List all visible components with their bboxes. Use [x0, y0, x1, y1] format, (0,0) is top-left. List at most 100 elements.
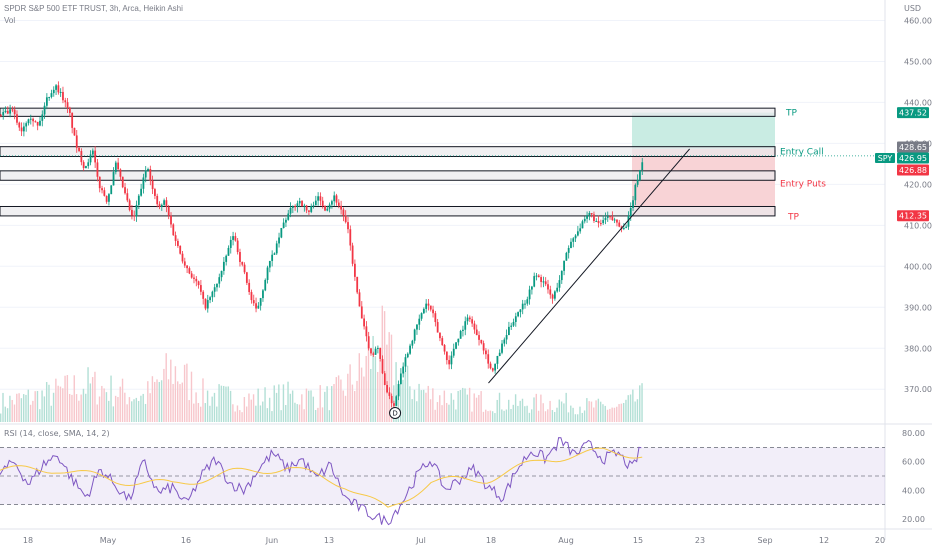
volume-bar	[436, 402, 439, 422]
zone-rectangle[interactable]	[0, 170, 776, 181]
long-short-position-tool[interactable]	[632, 112, 775, 216]
volume-bar	[98, 396, 101, 422]
time-axis[interactable]: 18 May 16 Jun 13 Jul 18 Aug 15 23 Sep 12 20	[23, 536, 885, 545]
entry-puts-label[interactable]: Entry Puts	[780, 180, 826, 190]
time-tick-label: 15	[633, 536, 643, 545]
candle-body	[625, 226, 628, 228]
volume-bar	[533, 397, 535, 422]
volume-bar	[126, 404, 128, 422]
volume-bar	[535, 393, 537, 422]
candle-body	[135, 204, 138, 217]
volume-bar	[114, 395, 117, 422]
loss-zone[interactable]	[632, 148, 775, 216]
volume-bar	[342, 390, 344, 422]
candle-body	[627, 216, 630, 227]
candle-body	[342, 209, 345, 216]
volume-bar	[622, 402, 625, 422]
candle-body	[234, 236, 237, 241]
candle-body	[181, 253, 184, 262]
candle-body	[121, 176, 124, 188]
dividend-marker[interactable]: D	[389, 407, 402, 419]
volume-bar	[372, 335, 374, 422]
volume-bar	[450, 393, 452, 422]
tp-upper-label[interactable]: TP	[785, 108, 797, 118]
price-tags: 437.52 428.65 426.95 426.88 412.35	[897, 107, 929, 222]
candle-body	[432, 309, 434, 314]
price-axis[interactable]: 460.00450.00440.00430.00420.00410.00400.…	[904, 16, 932, 394]
candle-body	[68, 107, 71, 113]
candle-body	[514, 316, 517, 322]
svg-text:426.95: 426.95	[899, 154, 927, 163]
volume-bar	[356, 380, 358, 422]
entry-call-label[interactable]: Entry Call	[780, 148, 824, 158]
volume-bar	[627, 395, 629, 422]
volume-bar	[340, 379, 342, 422]
horizontal-zones[interactable]	[0, 107, 776, 217]
volume-bar	[422, 389, 425, 422]
candle-body	[296, 203, 299, 207]
volume-bar	[167, 379, 170, 422]
candle-body	[618, 222, 621, 227]
volume-bar	[604, 405, 606, 422]
candle-body	[250, 292, 253, 301]
candle-body	[512, 321, 515, 326]
zone-rectangle[interactable]	[0, 205, 776, 217]
volume-bar	[170, 359, 172, 422]
volume-bar	[133, 399, 135, 422]
candle-body	[434, 313, 437, 323]
volume-bar	[593, 407, 595, 422]
tp-lower-label[interactable]: TP	[787, 212, 799, 222]
candle-body	[128, 200, 131, 210]
zone-rectangle[interactable]	[0, 107, 776, 117]
candle-body	[510, 325, 513, 327]
volume-bar	[494, 413, 496, 422]
volume-bar	[45, 382, 48, 422]
candle-body	[18, 122, 21, 128]
volume-bar	[89, 383, 92, 422]
volume-label: Vol	[4, 16, 16, 25]
volume-bar	[358, 353, 360, 422]
volume-bar	[124, 392, 126, 422]
time-tick-label: 20	[875, 536, 885, 545]
volume-bar	[296, 404, 298, 422]
volume-bar	[239, 410, 241, 422]
volume-bar	[616, 406, 618, 422]
volume-bar	[250, 399, 252, 422]
volume-bar	[413, 389, 416, 422]
candle-body	[498, 352, 501, 356]
candle-body	[59, 91, 62, 93]
volume-bar	[312, 396, 315, 422]
candle-body	[308, 210, 310, 212]
volume-bar	[556, 407, 558, 422]
candle-body	[20, 127, 23, 132]
candle-body	[245, 272, 248, 283]
candle-body	[572, 238, 575, 242]
candle-body	[482, 343, 485, 351]
candle-body	[266, 267, 269, 280]
candle-body	[163, 200, 166, 205]
volume-bar	[574, 414, 577, 422]
volume-bar	[537, 410, 540, 422]
volume-bar	[390, 334, 393, 422]
candle-body	[303, 205, 306, 207]
candle-body	[25, 123, 28, 127]
candle-body	[174, 235, 177, 241]
rsi-pane[interactable]	[0, 437, 885, 526]
candle-body	[542, 281, 545, 283]
candle-body	[413, 329, 416, 341]
volume-bar	[273, 385, 275, 422]
candle-body	[457, 338, 460, 343]
volume-bar	[376, 371, 379, 422]
volume-bar	[317, 407, 319, 422]
zone-rectangle[interactable]	[0, 146, 776, 158]
candle-body	[108, 194, 110, 202]
candle-body	[209, 297, 211, 301]
candle-body	[13, 109, 16, 115]
volume-bar	[87, 367, 89, 422]
trendline[interactable]	[488, 148, 690, 384]
rsi-axis[interactable]: 80.00 60.00 40.00 20.00	[902, 429, 925, 524]
volume-bar	[20, 398, 23, 422]
profit-zone[interactable]	[632, 112, 775, 149]
